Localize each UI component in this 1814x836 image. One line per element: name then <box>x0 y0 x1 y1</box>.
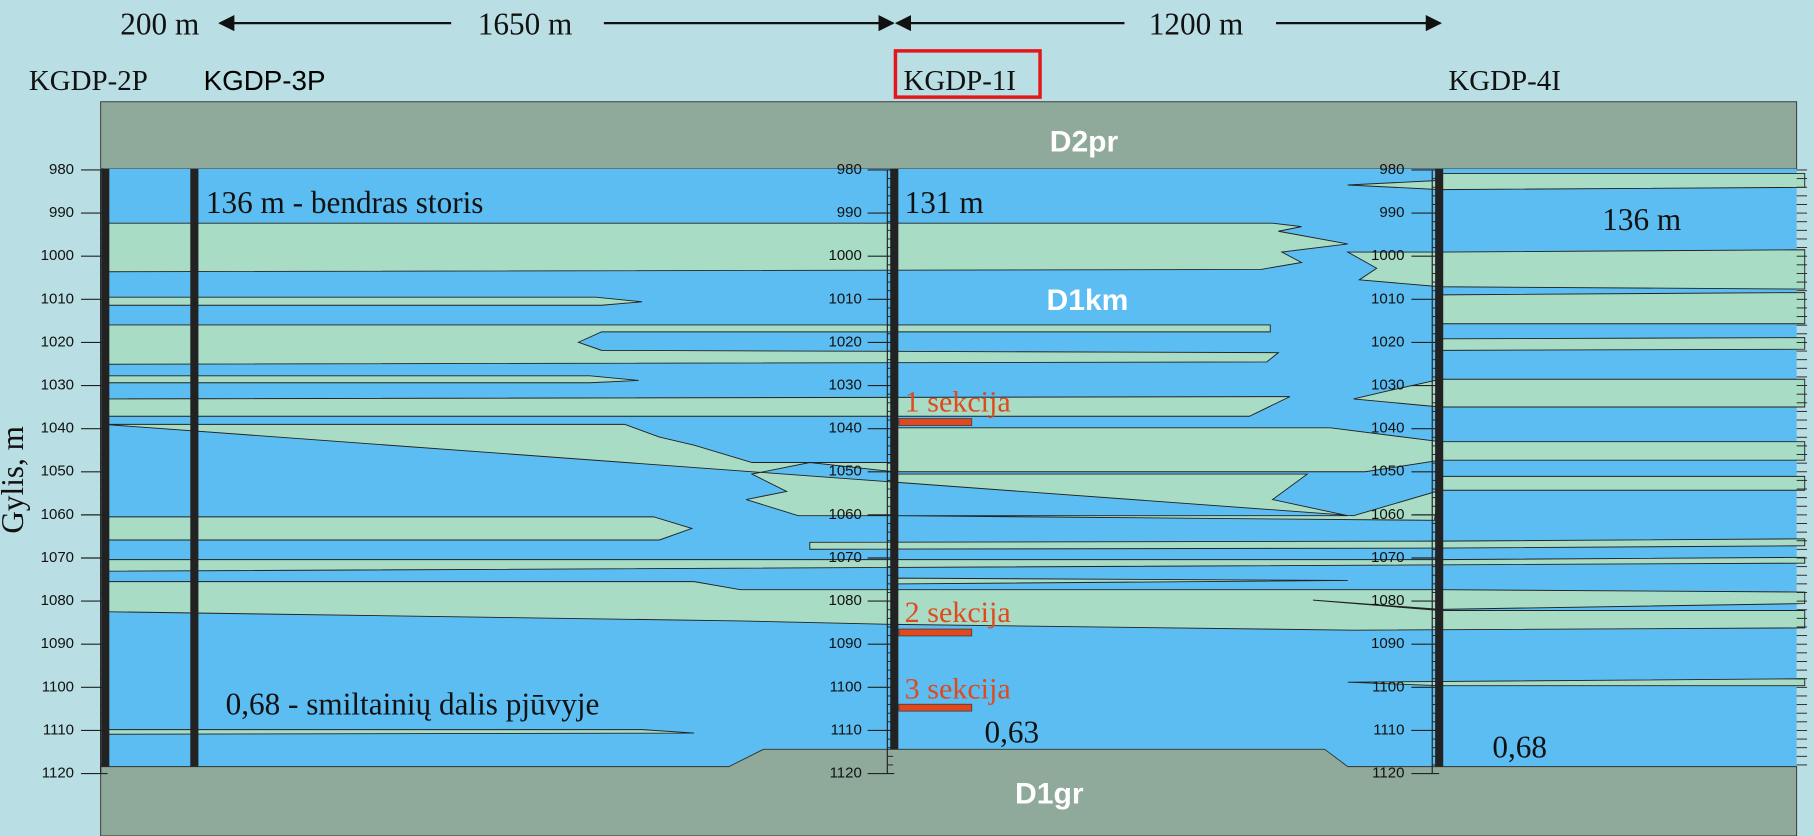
depth-label: 1050 <box>41 463 74 480</box>
depth-label: 1070 <box>41 549 74 566</box>
well-name: KGDP-3P <box>204 65 326 96</box>
depth-label: 1040 <box>41 420 74 437</box>
depth-label: 1000 <box>41 247 74 264</box>
depth-label: 1070 <box>1371 549 1404 566</box>
depth-label: 1030 <box>828 377 861 394</box>
depth-label: 1030 <box>1371 377 1404 394</box>
depth-label: 1020 <box>828 333 861 350</box>
depth-label: 1060 <box>828 506 861 523</box>
depth-label: 1090 <box>828 635 861 652</box>
depth-label: 1010 <box>828 290 861 307</box>
depth-label: 1120 <box>1372 765 1404 782</box>
section-label: 2 sekcija <box>905 595 1011 629</box>
depth-label: 1110 <box>1373 721 1404 738</box>
depth-label: 1010 <box>1371 290 1404 307</box>
depth-label: 1110 <box>43 721 74 738</box>
depth-label: 1100 <box>1372 678 1404 695</box>
depth-label: 1060 <box>41 506 74 523</box>
depth-label: 990 <box>49 204 74 221</box>
annotation: 136 m - bendras storis <box>206 185 484 220</box>
depth-label: 980 <box>49 161 74 178</box>
section-marker <box>899 419 972 426</box>
depth-label: 1040 <box>828 420 861 437</box>
depth-label: 1020 <box>1371 333 1404 350</box>
section-label: 1 sekcija <box>905 385 1011 419</box>
annotation: 131 m <box>905 185 984 220</box>
depth-label: 1070 <box>828 549 861 566</box>
distance: 1650 m <box>478 7 573 42</box>
depth-label: 1080 <box>41 592 74 609</box>
depth-label: 1100 <box>830 678 862 695</box>
depth-label: 1120 <box>42 765 74 782</box>
distance: 1200 m <box>1149 7 1244 42</box>
well-name: KGDP-4I <box>1448 65 1560 97</box>
depth-label: 1020 <box>41 333 74 350</box>
depth-label: 1110 <box>831 721 862 738</box>
depth-label: 1080 <box>1371 592 1404 609</box>
axis-title: Gylis, m <box>0 426 30 534</box>
depth-label: 1010 <box>41 290 74 307</box>
section-marker <box>899 704 972 711</box>
depth-label: 1120 <box>830 765 862 782</box>
formation: D2pr <box>1050 125 1119 158</box>
annotation: 136 m <box>1602 202 1681 237</box>
well-name: KGDP-1I <box>904 65 1016 97</box>
depth-label: 1090 <box>1371 635 1404 652</box>
annotation: 0,68 - smiltainių dalis pjūvyje <box>226 687 600 722</box>
depth-label: 1030 <box>41 377 74 394</box>
depth-label: 1060 <box>1371 506 1404 523</box>
depth-label: 990 <box>837 204 862 221</box>
depth-label: 1090 <box>41 635 74 652</box>
distance: 200 m <box>120 7 199 42</box>
depth-label: 1000 <box>1371 247 1404 264</box>
formation: D1gr <box>1015 778 1084 811</box>
depth-label: 990 <box>1379 204 1404 221</box>
depth-label: 1080 <box>828 592 861 609</box>
depth-label: 1050 <box>828 463 861 480</box>
top-formation <box>101 102 1797 169</box>
section-marker <box>899 629 972 636</box>
depth-label: 1050 <box>1371 463 1404 480</box>
depth-label: 1100 <box>42 678 74 695</box>
depth-label: 980 <box>1379 161 1404 178</box>
depth-label: 1040 <box>1371 420 1404 437</box>
depth-label: 1000 <box>828 247 861 264</box>
annotation: 0,68 <box>1492 729 1547 764</box>
section-label: 3 sekcija <box>905 671 1011 705</box>
depth-label: 980 <box>837 161 862 178</box>
formation: D1km <box>1047 284 1129 317</box>
annotation: 0,63 <box>985 714 1040 749</box>
well-name: KGDP-2P <box>29 65 148 97</box>
cross-section: 200 m 1650 m 1200 m KGDP-2P KGDP-3P KGDP… <box>0 0 1814 836</box>
